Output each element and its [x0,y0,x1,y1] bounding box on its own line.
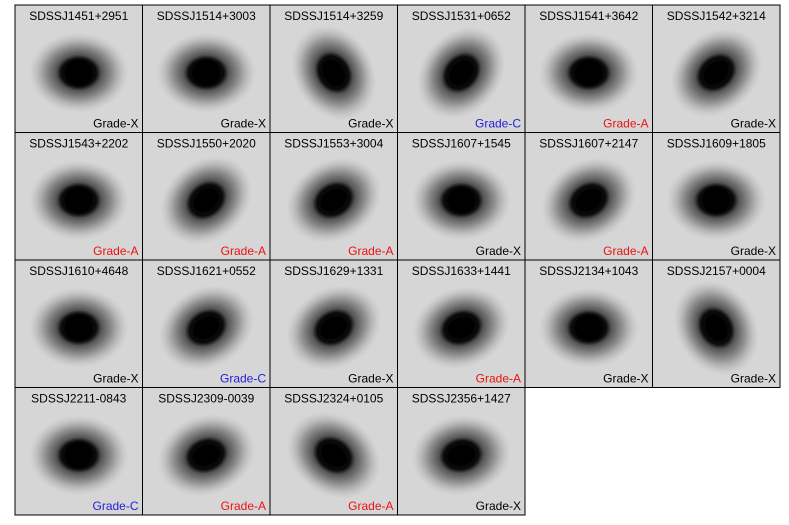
panel: SDSSJ1621+0552 Grade-C [142,259,271,388]
panel-grade: Grade-X [348,117,393,131]
galaxy-core [447,317,475,339]
panel-name: SDSSJ1633+1441 [412,264,511,278]
panel-name: SDSSJ1621+0552 [157,264,256,278]
galaxy-core [703,60,729,85]
galaxy-core [64,187,93,214]
panel-name: SDSSJ1607+1545 [412,137,511,151]
panel-name: SDSSJ1607+2147 [539,137,638,151]
galaxy-core [449,60,474,86]
panel-name: SDSSJ2309-0039 [158,392,254,406]
panel: SDSSJ1514+3003 Grade-X [142,4,271,133]
panel: SDSSJ1550+2020 Grade-A [142,132,271,261]
galaxy-core [320,316,347,339]
panel-grade: Grade-A [603,117,648,131]
panel: SDSSJ1607+1545 Grade-X [397,132,526,261]
panel: SDSSJ1451+2951 Grade-X [14,4,143,133]
panel-grade: Grade-A [348,244,393,258]
panel-name: SDSSJ2157+0004 [667,264,766,278]
panel-grade: Grade-X [603,372,648,386]
galaxy-core [575,189,602,212]
panel-grade: Grade-C [475,117,521,131]
panel-name: SDSSJ2134+1043 [539,264,638,278]
panel-grade: Grade-A [348,499,393,513]
panel: SDSSJ1531+0652 Grade-C [397,4,526,133]
panel: SDSSJ1610+4648 Grade-X [14,259,143,388]
galaxy-core [192,444,220,466]
panel-name: SDSSJ2324+0105 [284,392,383,406]
panel: SDSSJ1541+3642 Grade-A [524,4,653,133]
panel-name: SDSSJ1609+1805 [667,137,766,151]
galaxy-core [702,187,731,214]
panel: SDSSJ1607+2147 Grade-A [524,132,653,261]
panel: SDSSJ2309-0039 Grade-A [142,387,271,516]
panel-name: SDSSJ1543+2202 [29,137,128,151]
panel-grade: Grade-A [221,244,266,258]
panel: SDSSJ1553+3004 Grade-A [269,132,398,261]
panel-name: SDSSJ1514+3003 [157,9,256,23]
panel-grade: Grade-A [603,244,648,258]
galaxy-core [447,445,476,466]
panel-grade: Grade-X [731,372,776,386]
panel: SDSSJ2356+1427 Grade-X [397,387,526,516]
panel-grade: Grade-A [93,244,138,258]
panel: SDSSJ1543+2202 Grade-A [14,132,143,261]
panel: SDSSJ2134+1043 Grade-X [524,259,653,388]
galaxy-core [447,187,476,214]
panel-grade: Grade-X [731,244,776,258]
panel-name: SDSSJ1541+3642 [539,9,638,23]
panel-name: SDSSJ1550+2020 [157,137,256,151]
galaxy-core [574,314,603,341]
panel-grade: Grade-X [476,244,521,258]
panel-name: SDSSJ1542+3214 [667,9,766,23]
panel-grade: Grade-C [220,372,266,386]
panel: SDSSJ1514+3259 Grade-X [269,4,398,133]
galaxy-core [193,188,219,213]
panel: SDSSJ2211-0843 Grade-C [14,387,143,516]
panel-grade: Grade-A [221,499,266,513]
galaxy-core [320,443,347,467]
panel-name: SDSSJ1531+0652 [412,9,511,23]
galaxy-core [320,189,347,212]
panel-grade: Grade-X [221,117,266,131]
galaxy-core [705,314,728,341]
galaxy-core [64,314,93,341]
galaxy-core [64,59,93,86]
panel-name: SDSSJ1514+3259 [284,9,383,23]
panel-name: SDSSJ1451+2951 [29,9,128,23]
galaxy-core [192,59,221,86]
panel: SDSSJ1542+3214 Grade-X [652,4,781,133]
panel: SDSSJ2157+0004 Grade-X [652,259,781,388]
panel-grade: Grade-X [93,117,138,131]
panel: SDSSJ1629+1331 Grade-X [269,259,398,388]
panel-name: SDSSJ1553+3004 [284,137,383,151]
galaxy-core [322,59,345,86]
panel-name: SDSSJ2356+1427 [412,392,511,406]
panel-grade: Grade-X [93,372,138,386]
panel: SDSSJ1609+1805 Grade-X [652,132,781,261]
panel-name: SDSSJ1629+1331 [284,264,383,278]
galaxy-core [64,442,93,469]
galaxy-core [193,316,220,339]
panel-grade: Grade-X [476,499,521,513]
panel: SDSSJ2324+0105 Grade-A [269,387,398,516]
galaxy-core [574,59,603,86]
panel-grade: Grade-X [731,117,776,131]
panel: SDSSJ1633+1441 Grade-A [397,259,526,388]
panel-name: SDSSJ2211-0843 [31,392,127,406]
panel-grade: Grade-X [348,372,393,386]
panel-grade: Grade-C [92,499,138,513]
panel-name: SDSSJ1610+4648 [29,264,128,278]
panel-grade: Grade-A [476,372,521,386]
